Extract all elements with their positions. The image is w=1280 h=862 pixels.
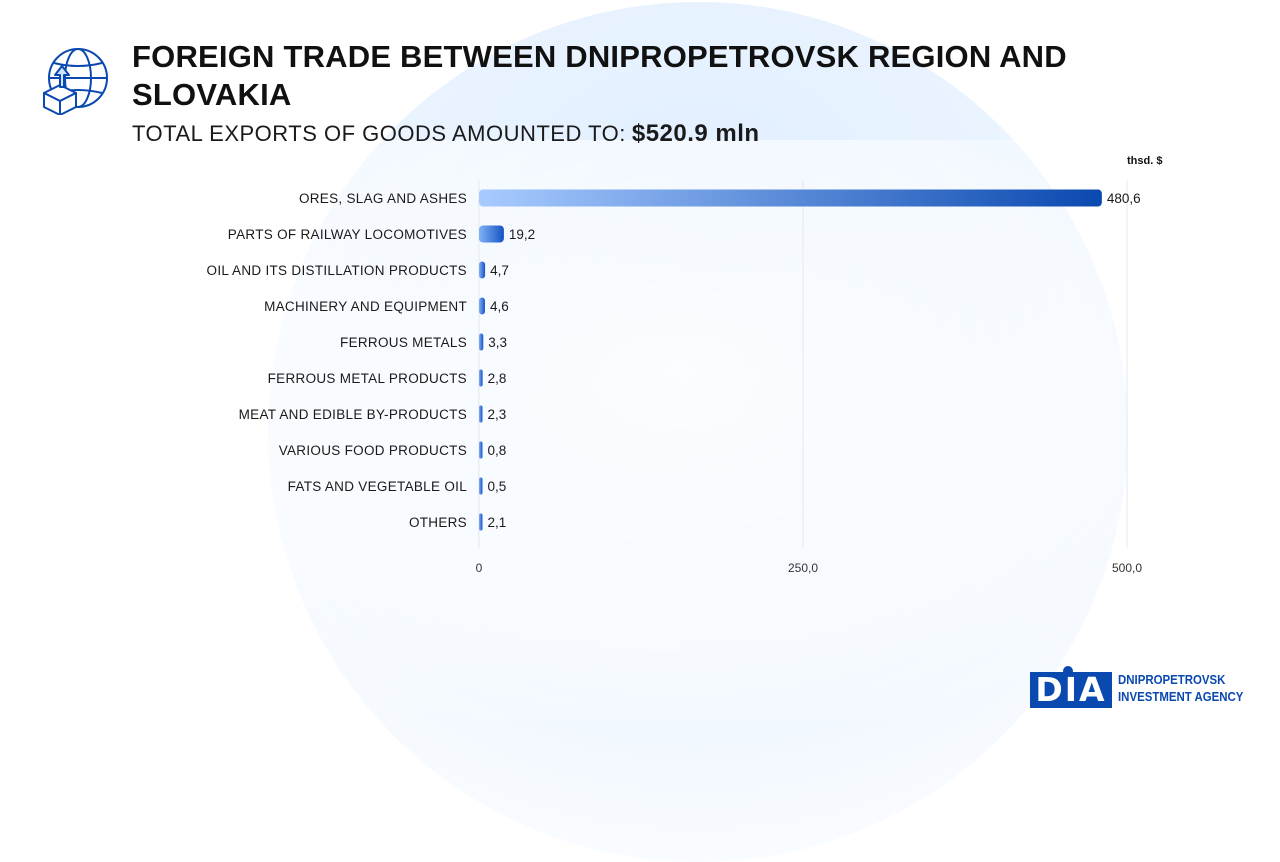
bar	[479, 441, 483, 459]
category-label: ORES, SLAG AND ASHES	[299, 191, 467, 206]
data-label: 3,3	[488, 335, 507, 350]
brand-logo: DIA DNIPROPETROVSK INVESTMENT AGENCY	[1030, 666, 1245, 710]
brand-mark: DIA	[1030, 672, 1112, 708]
data-label: 0,5	[488, 479, 507, 494]
bar	[479, 189, 1102, 207]
bar	[479, 261, 486, 279]
data-label: 2,8	[488, 371, 507, 386]
category-label: VARIOUS FOOD PRODUCTS	[279, 443, 467, 458]
data-label: 0,8	[488, 443, 507, 458]
bar	[479, 333, 484, 351]
unit-label: thsd. $	[1127, 155, 1163, 167]
category-label: OIL AND ITS DISTILLATION PRODUCTS	[207, 263, 467, 278]
data-label: 19,2	[509, 227, 535, 242]
category-label: MEAT AND EDIBLE BY-PRODUCTS	[239, 407, 467, 422]
chart-subtitle: TOTAL EXPORTS OF GOODS AMOUNTED TO: $520.…	[132, 120, 760, 148]
bar	[479, 297, 485, 315]
category-label: OTHERS	[409, 515, 467, 530]
chart-title: FOREIGN TRADE BETWEEN DNIPROPETROVSK REG…	[132, 39, 1067, 112]
data-label: 2,1	[488, 515, 507, 530]
bar	[479, 405, 483, 423]
brand-dot	[1063, 666, 1073, 676]
bar	[479, 513, 483, 531]
x-tick-label: 500,0	[1112, 561, 1142, 575]
subtitle-label: TOTAL EXPORTS OF GOODS AMOUNTED TO:	[132, 121, 626, 146]
category-label: PARTS OF RAILWAY LOCOMOTIVES	[228, 227, 467, 242]
category-label: MACHINERY AND EQUIPMENT	[264, 299, 467, 314]
brand-line-1: DNIPROPETROVSK	[1118, 672, 1226, 687]
data-label: 2,3	[488, 407, 507, 422]
data-label: 4,6	[490, 299, 509, 314]
bar	[479, 477, 483, 495]
bar	[479, 369, 483, 387]
globe-export-icon	[43, 48, 108, 115]
bar-chart: ORES, SLAG AND ASHES 480,6 PARTS OF RAILWA…	[207, 180, 1142, 575]
data-label: 480,6	[1107, 191, 1141, 206]
bar	[479, 225, 504, 243]
category-label: FATS AND VEGETABLE OIL	[288, 479, 468, 494]
total-exports-value: $520.9 mln	[631, 120, 760, 147]
data-label: 4,7	[490, 263, 509, 278]
category-label: FERROUS METALS	[340, 335, 467, 350]
category-label: FERROUS METAL PRODUCTS	[268, 371, 467, 386]
brand-name: DNIPROPETROVSK INVESTMENT AGENCY	[1118, 671, 1243, 705]
x-tick-label: 250,0	[788, 561, 818, 575]
brand-line-2: INVESTMENT AGENCY	[1118, 689, 1244, 704]
x-tick-label: 0	[476, 561, 483, 575]
background-fade	[150, 140, 1210, 720]
